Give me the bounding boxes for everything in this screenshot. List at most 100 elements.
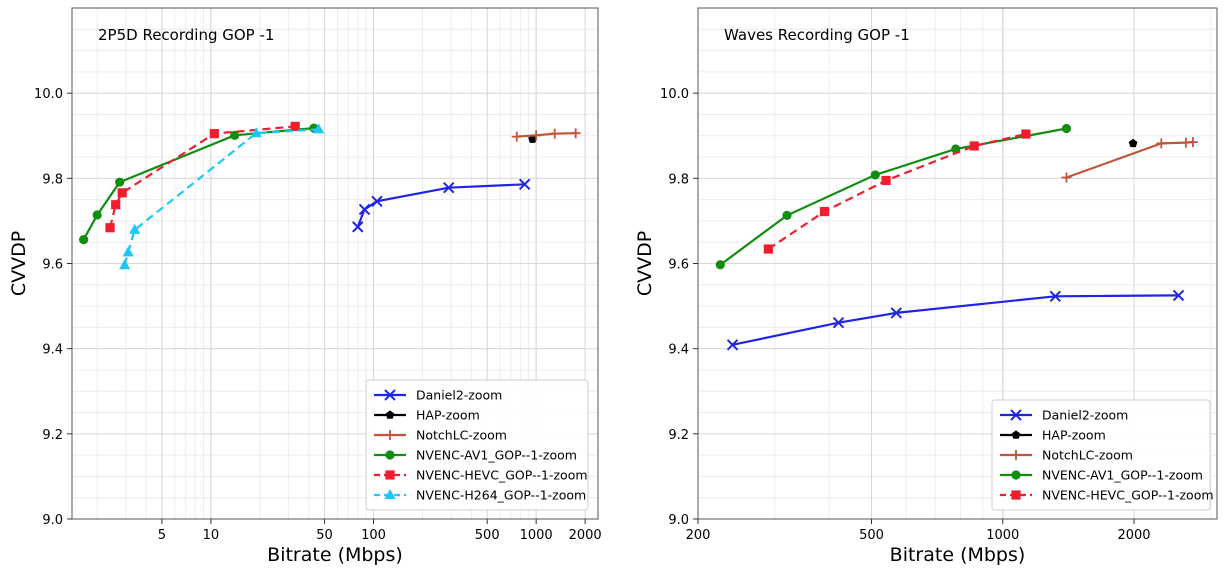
data-point [570,128,581,139]
x-tick-label: 50 [316,528,333,543]
x-tick-label: 1000 [986,528,1019,543]
data-point-shape [1128,138,1138,148]
data-point [371,195,383,208]
series-group [79,121,581,270]
series-line-3 [719,127,1067,266]
x-tick-label: 2000 [1117,528,1150,543]
data-point-shape [726,339,739,351]
series-line-0 [732,294,1179,346]
left-chart-panel: 5 10 50 100 500 1000 2000 9.0 9.2 9.4 9.6 9.8 10.0 Bi… [8,7,602,566]
x-tick-label: 500 [475,528,500,543]
data-point-shape [92,210,102,220]
y-tick-label: 9.2 [668,428,689,443]
data-point-shape [209,129,219,139]
y-tick-label: 10.0 [660,87,689,102]
x-tick-label: 2000 [569,528,602,543]
data-point-shape [230,130,240,140]
series-group [715,123,1198,351]
x-axis: 200 500 1000 2000 [686,519,1151,543]
data-point [832,316,845,329]
data-point-shape [115,177,125,187]
data-point-shape [763,244,773,254]
data-point-shape [549,128,560,139]
legend-label: NVENC-HEVC_GOP--1-zoom [416,468,588,483]
data-point [881,175,891,186]
data-point-shape [518,178,531,191]
series-line-4 [767,132,1027,250]
legend-marker-shape [384,489,396,499]
data-point [129,223,141,234]
data-point-shape [715,260,725,270]
legend-marker-shape [385,410,395,419]
legend-marker [385,410,395,419]
data-point-shape [870,170,880,180]
data-point [443,181,455,194]
data-point-shape [119,259,131,270]
data-point [1049,290,1062,302]
legend-marker [384,389,396,401]
legend-box [365,379,589,511]
data-point [122,246,134,257]
data-point-shape [881,175,891,186]
data-point-shape [105,223,115,233]
legend-marker [1010,409,1022,421]
data-point-shape [890,307,903,319]
series-line-4 [109,125,296,228]
x-tick-label: 200 [686,528,711,543]
data-point [105,223,115,233]
data-point [890,307,903,319]
data-point-shape [129,223,141,234]
data-point-shape [1187,137,1198,148]
data-point-shape [1021,129,1031,139]
x-tick-label: 100 [361,528,386,543]
legend-label: NVENC-AV1_GOP--1-zoom [416,448,577,463]
legend-label: NotchLC-zoom [1042,448,1133,463]
data-point [726,339,739,351]
legend-marker [1011,430,1021,439]
data-point-shape [819,206,830,217]
data-point [290,121,300,131]
x-axis: 5 10 50 100 500 1000 2000 [158,519,602,543]
data-point [79,235,89,245]
data-point [819,206,830,217]
legend-marker-shape [1011,450,1021,460]
data-point-shape [79,235,89,245]
x-tick-label: 5 [158,528,166,543]
data-point [511,131,522,142]
data-point-shape [1156,138,1167,149]
legend-marker-shape [385,430,395,440]
legend-label: NotchLC-zoom [416,428,507,443]
data-point [1172,289,1185,302]
data-point-shape [352,221,364,233]
y-tick-label: 9.8 [42,172,63,187]
data-point-shape [122,246,134,257]
y-tick-label: 9.4 [668,343,689,358]
y-tick-label: 9.6 [42,258,63,273]
legend-marker-shape [1011,430,1021,439]
data-point [1128,138,1138,148]
y-tick-label: 9.0 [668,513,689,528]
legend-label: HAP-zoom [416,408,480,423]
x-tick-label: 1000 [520,528,553,543]
data-point-shape [570,128,581,139]
data-point [250,127,262,138]
series-line-2 [516,132,576,138]
legend-label: NVENC-HEVC_GOP--1-zoom [1042,488,1214,503]
data-point [1187,137,1198,148]
legend-marker-shape [385,470,395,480]
x-tick-label: 10 [203,528,220,543]
legend-box [991,399,1211,511]
data-point-shape [1049,290,1062,302]
y-tick-label: 9.4 [42,343,63,358]
right-chart-panel: 200 500 1000 2000 9.0 9.2 9.4 9.6 9.8 10.0 Bitrate… [634,7,1218,566]
legend: Daniel2-zoom HAP-zoom NotchLC-zoom NVENC-AV… [365,379,589,511]
data-point-shape [1061,172,1072,183]
data-point [531,130,542,141]
legend-marker-shape [1011,470,1021,480]
legend-marker-shape [384,389,396,401]
data-point [549,128,560,139]
data-point [119,259,131,270]
data-point [763,244,773,254]
legend-label: Daniel2-zoom [1042,408,1128,423]
